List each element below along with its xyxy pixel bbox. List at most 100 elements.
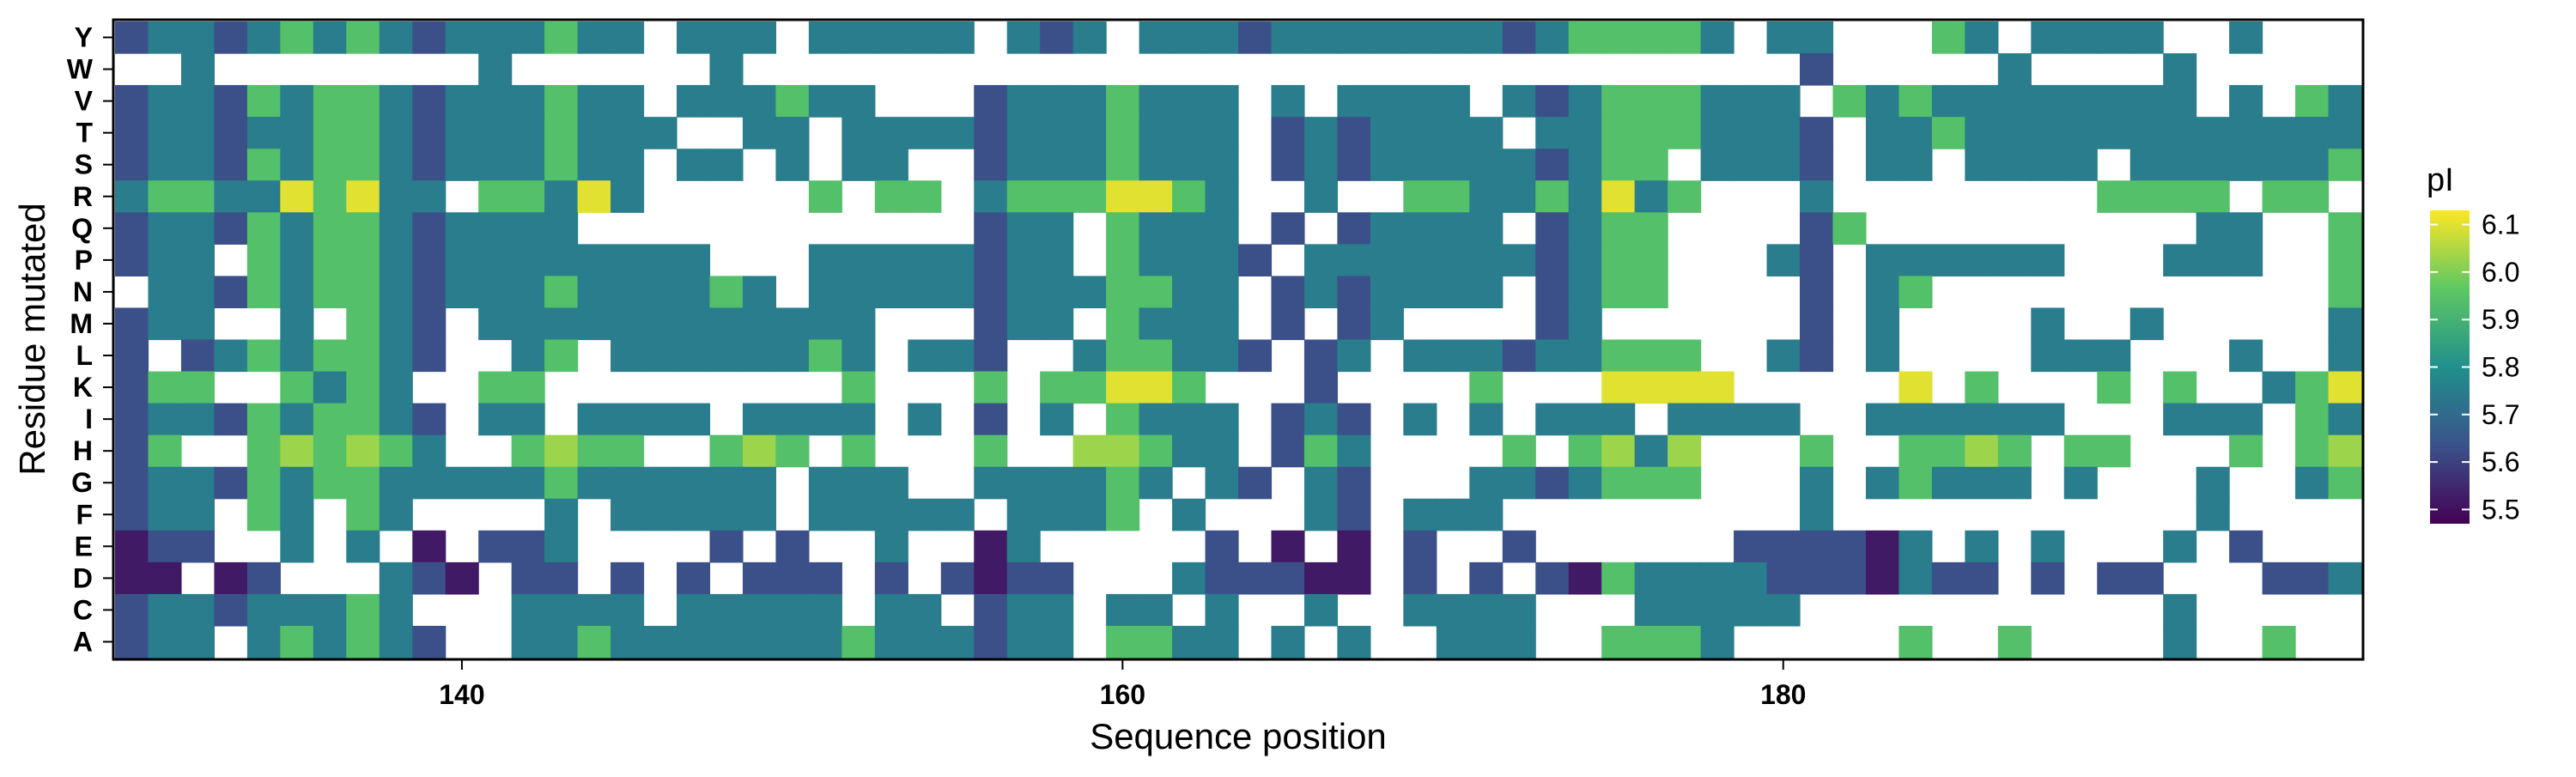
heatmap-cell [478, 149, 513, 181]
heatmap-cell [1403, 244, 1437, 276]
heatmap-cell [1601, 117, 1636, 149]
heatmap-cell [2196, 244, 2230, 276]
heatmap-cell [1568, 403, 1602, 436]
heatmap-cell [478, 466, 513, 500]
heatmap-cell [1568, 562, 1602, 595]
heatmap-cell [412, 403, 447, 436]
heatmap-cell [974, 339, 1008, 373]
heatmap-cell [1040, 212, 1074, 245]
heatmap-cell [974, 530, 1008, 563]
heatmap-cell [1370, 212, 1404, 245]
heatmap-cell [841, 466, 876, 500]
heatmap-cell [1139, 593, 1173, 627]
heatmap-cell [1403, 276, 1437, 309]
heatmap-cell [742, 117, 777, 149]
heatmap-cell [1040, 180, 1074, 213]
heatmap-cell [1436, 180, 1470, 213]
heatmap-cell [1072, 466, 1107, 500]
heatmap-cell [1469, 593, 1504, 627]
heatmap-cell [1006, 212, 1041, 245]
heatmap-cell [544, 434, 579, 468]
heatmap-cell [1469, 117, 1504, 149]
heatmap-cell [1601, 339, 1636, 373]
heatmap-cell [2196, 117, 2230, 149]
heatmap-cell [148, 276, 182, 309]
heatmap-cell [478, 53, 513, 86]
heatmap-cell [611, 403, 645, 436]
heatmap-cell [2328, 466, 2362, 500]
heatmap-cell [2229, 434, 2263, 468]
plot-panel-border [112, 18, 2365, 661]
heatmap-cell [379, 339, 413, 373]
heatmap-cell [1172, 244, 1206, 276]
heatmap-cell [808, 562, 842, 595]
heatmap-cell [742, 498, 777, 531]
heatmap-cell [2262, 562, 2296, 595]
heatmap-cell [1766, 21, 1801, 54]
heatmap-cell [2097, 21, 2131, 54]
heatmap-cell [1601, 403, 1636, 436]
heatmap-cell [1865, 562, 1900, 595]
heatmap-cell [841, 307, 876, 341]
heatmap-cell [214, 276, 248, 309]
heatmap-cell [1535, 244, 1570, 276]
heatmap-cell [1040, 117, 1074, 149]
heatmap-cell [2097, 85, 2131, 118]
heatmap-cell [677, 244, 711, 276]
heatmap-cell [1931, 21, 1965, 54]
heatmap-cell [1106, 371, 1140, 404]
heatmap-cell [346, 434, 380, 468]
heatmap-cell [1172, 403, 1206, 436]
heatmap-cell [709, 276, 744, 309]
heatmap-cell [1238, 562, 1273, 595]
heatmap-cell [1734, 593, 1768, 627]
heatmap-cell [1734, 117, 1768, 149]
y-tick-label-L: L [76, 340, 93, 371]
heatmap-cell [445, 244, 479, 276]
heatmap-cell [709, 339, 744, 373]
heatmap-cell [346, 212, 380, 245]
heatmap-cell [1700, 149, 1735, 181]
heatmap-cell [1303, 593, 1339, 627]
heatmap-cell [742, 307, 777, 341]
heatmap-cell [2295, 403, 2330, 436]
heatmap-cell [1502, 434, 1536, 468]
heatmap-cell [677, 307, 711, 341]
heatmap-cell [313, 212, 347, 245]
heatmap-cell [379, 434, 413, 468]
heatmap-cell [1006, 117, 1041, 149]
heatmap-cell [577, 403, 611, 436]
heatmap-cell [1106, 149, 1140, 181]
heatmap-cell [2163, 149, 2197, 181]
heatmap-cell [1436, 149, 1470, 181]
heatmap-cell [974, 117, 1008, 149]
heatmap-cell [2262, 180, 2296, 213]
heatmap-cell [1403, 180, 1437, 213]
heatmap-cell [346, 85, 380, 118]
heatmap-cell [940, 562, 975, 595]
heatmap-cell [2328, 149, 2362, 181]
heatmap-cell [511, 244, 545, 276]
heatmap-cell [874, 593, 908, 627]
heatmap-cell [148, 307, 182, 341]
heatmap-cell [775, 593, 810, 627]
heatmap-cell [677, 466, 711, 500]
heatmap-cell [1271, 276, 1305, 309]
heatmap-cell [544, 85, 579, 118]
heatmap-cell [1634, 85, 1668, 118]
heatmap-cell [940, 117, 975, 149]
heatmap-cell [808, 244, 842, 276]
heatmap-cell [1766, 339, 1801, 373]
heatmap-cell [1800, 149, 1834, 181]
heatmap-cell [1172, 85, 1206, 118]
heatmap-cell [544, 530, 579, 563]
heatmap-cell [544, 117, 579, 149]
heatmap-cell [1601, 149, 1636, 181]
heatmap-cell [577, 276, 611, 309]
heatmap-cell [544, 307, 579, 341]
heatmap-cell [2031, 403, 2065, 436]
heatmap-cell [1965, 434, 1999, 468]
heatmap-cell [1205, 530, 1239, 563]
heatmap-cell [346, 244, 380, 276]
heatmap-cell [1469, 244, 1504, 276]
